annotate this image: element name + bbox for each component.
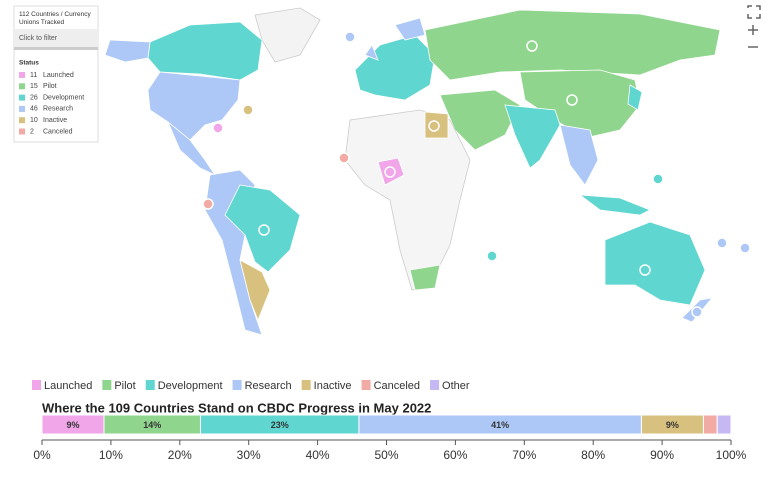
legend-label: Pilot <box>114 380 135 392</box>
marker <box>691 306 703 318</box>
legend-swatch <box>102 380 112 390</box>
south-africa <box>409 264 441 291</box>
status-label: Launched <box>43 72 74 79</box>
x-tick-label: 90% <box>650 448 674 462</box>
marker <box>338 152 350 164</box>
x-tick-label: 100% <box>716 448 747 462</box>
zoom-in-button[interactable] <box>748 25 758 35</box>
map-panel: 112 Countries / Currency Unions Tracked C… <box>13 5 99 143</box>
x-tick-label: 30% <box>237 448 261 462</box>
canada <box>147 21 263 81</box>
status-label: Pilot <box>43 83 57 90</box>
legend-swatch <box>145 380 155 390</box>
marker <box>526 40 538 52</box>
japan <box>627 84 643 111</box>
legend-label: Other <box>442 380 470 392</box>
legend-label: Inactive <box>314 380 352 392</box>
value-label: 41% <box>491 420 509 430</box>
status-count: 46 <box>30 106 38 113</box>
indonesia <box>578 194 651 216</box>
usa <box>147 71 241 141</box>
status-count: 26 <box>30 94 38 101</box>
marker <box>486 250 498 262</box>
bar-segment <box>716 414 732 435</box>
world-map <box>104 7 751 336</box>
x-tick-label: 10% <box>99 448 123 462</box>
value-label: 9% <box>66 420 79 430</box>
filter-text[interactable]: Click to filter <box>19 35 58 42</box>
legend-label: Research <box>245 380 292 392</box>
value-label: 14% <box>143 420 161 430</box>
x-tick-label: 20% <box>168 448 192 462</box>
status-swatch <box>19 72 25 78</box>
x-tick-label: 50% <box>374 448 398 462</box>
marker <box>212 122 224 134</box>
status-count: 11 <box>30 72 37 79</box>
bar-segment <box>702 414 718 435</box>
greenland <box>254 7 321 63</box>
china <box>519 69 641 139</box>
chart-title: Where the 109 Countries Stand on CBDC Pr… <box>42 400 431 415</box>
legend-label: Canceled <box>374 380 420 392</box>
africa <box>344 109 471 291</box>
zoom-controls <box>747 5 761 48</box>
x-tick-label: 60% <box>443 448 467 462</box>
panel-title: 112 Countries / Currency Unions Tracked <box>19 11 92 26</box>
fullscreen-button[interactable] <box>747 5 761 19</box>
status-swatch <box>19 128 25 135</box>
status-count: 15 <box>30 83 38 90</box>
panel-box <box>13 5 99 143</box>
marker <box>428 120 440 132</box>
country-markers <box>202 31 751 318</box>
status-count: 10 <box>30 117 38 124</box>
legend-swatch <box>301 380 311 390</box>
legend-swatch <box>430 380 440 390</box>
australia <box>604 221 706 306</box>
x-tick-label: 80% <box>581 448 605 462</box>
status-swatch <box>19 83 25 90</box>
marker <box>739 242 751 254</box>
marker <box>384 166 396 178</box>
status-label: Canceled <box>43 128 73 135</box>
x-tick-label: 70% <box>512 448 536 462</box>
europe <box>354 34 436 101</box>
status-label: Inactive <box>43 117 67 124</box>
filter-box[interactable] <box>14 29 98 47</box>
russia <box>424 9 721 81</box>
marker <box>639 264 651 276</box>
x-tick-label: 0% <box>33 448 51 462</box>
status-swatch <box>19 94 25 101</box>
marker <box>242 104 254 116</box>
legend-label: Development <box>158 380 223 392</box>
legend-swatch <box>232 380 242 390</box>
legend-label: Launched <box>44 380 92 392</box>
legend-swatch <box>361 380 371 390</box>
status-heading: Status <box>19 60 39 67</box>
status-count: 2 <box>30 128 34 135</box>
india <box>504 104 561 169</box>
status-swatch <box>19 117 25 124</box>
legend-swatch <box>32 380 41 390</box>
marker <box>258 224 270 236</box>
marker <box>566 94 578 106</box>
status-label: Research <box>43 106 73 113</box>
value-label: 9% <box>666 420 679 430</box>
marker <box>202 198 214 210</box>
marker <box>652 173 664 185</box>
status-swatch <box>19 105 25 112</box>
uk-scandinavia <box>364 17 426 61</box>
value-label: 23% <box>271 420 289 430</box>
marker <box>344 31 356 43</box>
argentina <box>239 259 271 322</box>
x-tick-label: 40% <box>306 448 330 462</box>
alaska <box>104 39 151 63</box>
filter-divider <box>14 47 98 50</box>
southeast-asia <box>559 124 599 186</box>
status-label: Development <box>43 94 84 101</box>
marker <box>716 237 728 249</box>
